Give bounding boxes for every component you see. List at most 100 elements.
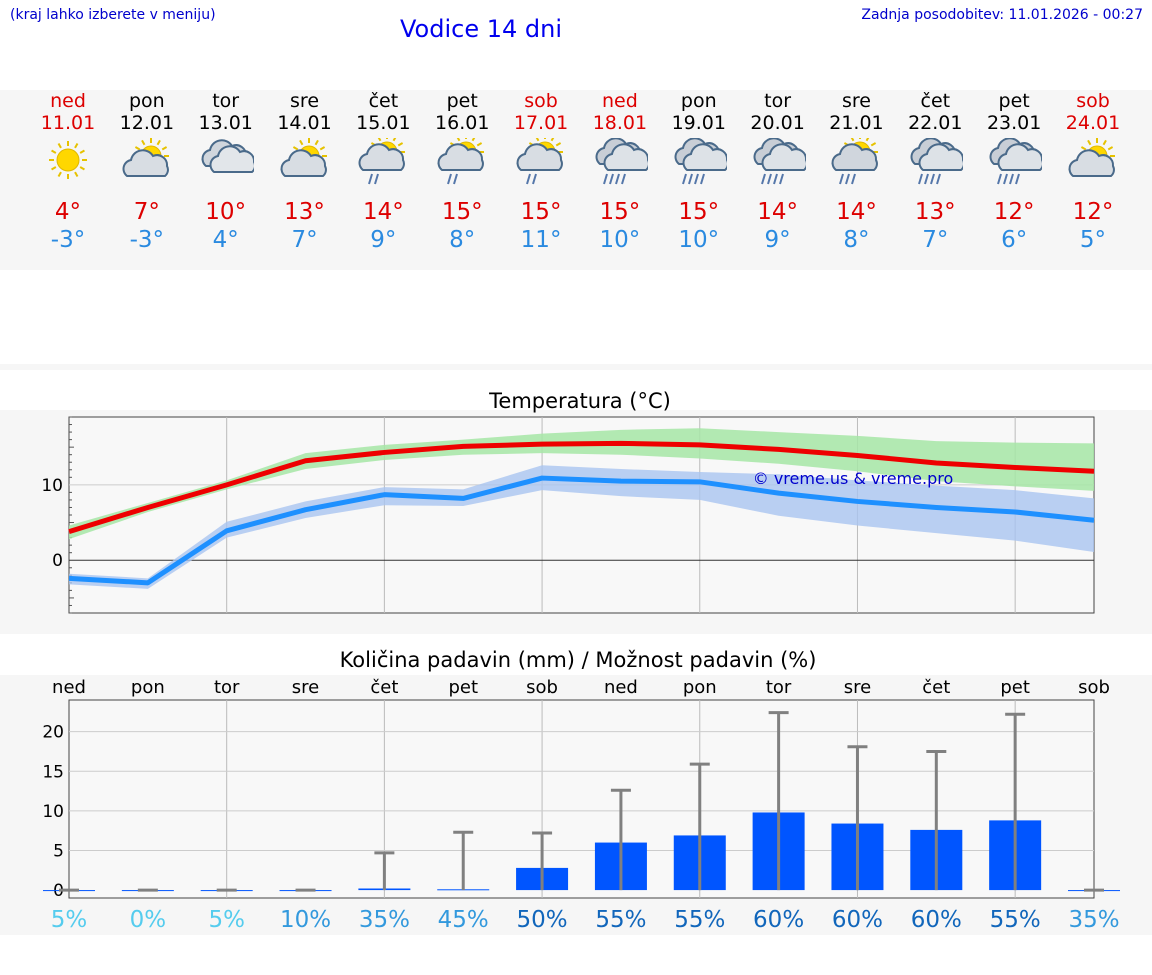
temp-max: 14°	[757, 199, 798, 225]
day-name: čet	[368, 90, 399, 112]
precipitation-probability: 0%	[130, 907, 167, 933]
sun-cloud-light-rain-icon	[434, 134, 490, 192]
temp-max: 12°	[993, 199, 1035, 225]
day-date: 17.01	[513, 112, 569, 134]
page-title: Vodice 14 dni	[400, 15, 563, 43]
cloud-rain-icon	[986, 137, 1045, 192]
temp-min: 7°	[291, 227, 318, 253]
sun-icon	[40, 138, 96, 192]
watermark: © vreme.us & vreme.pro	[753, 469, 954, 488]
x-category-label: sre	[844, 677, 871, 698]
day-date: 24.01	[1065, 112, 1121, 134]
x-category-label: pon	[683, 677, 717, 698]
day-date: 19.01	[671, 112, 726, 134]
x-category-label: čet	[922, 677, 950, 698]
temp-max: 15°	[520, 199, 562, 225]
day-name: čet	[920, 90, 951, 112]
cloud-icon	[198, 138, 256, 192]
cloud-rain-icon	[750, 137, 808, 192]
temp-min: 9°	[370, 227, 397, 253]
precipitation-probability: 5%	[208, 907, 245, 933]
temp-max: 7°	[133, 199, 160, 225]
day-name: pet	[998, 90, 1030, 112]
precipitation-probability: 60%	[753, 907, 804, 933]
x-category-label: pet	[1000, 677, 1030, 698]
x-category-label: čet	[370, 677, 398, 698]
day-name: sre	[841, 90, 871, 112]
x-category-label: sob	[1078, 677, 1110, 698]
temp-max: 15°	[678, 199, 720, 225]
x-category-label: sob	[526, 677, 558, 698]
x-category-label: pon	[131, 677, 165, 698]
cloud-rain-icon	[671, 137, 729, 192]
precipitation-probability: 5%	[51, 907, 88, 933]
temp-max: 4°	[54, 199, 82, 225]
y-tick-label: 0	[52, 551, 63, 571]
temp-max: 10°	[205, 199, 247, 225]
x-category-label: pet	[448, 677, 478, 698]
precipitation-probability: 60%	[832, 907, 883, 933]
precipitation-probability: 10%	[280, 907, 331, 933]
sun-cloud-light-rain-icon	[355, 134, 411, 192]
day-date: 21.01	[829, 112, 884, 134]
temp-max: 14°	[362, 199, 404, 225]
day-name: ned	[50, 90, 86, 112]
temp-min: -3°	[50, 227, 86, 253]
day-name: tor	[764, 90, 792, 112]
temp-max: 12°	[1072, 199, 1114, 225]
section-divider	[0, 364, 1152, 370]
partly-cloudy-icon	[119, 138, 175, 192]
temp-min: 5°	[1079, 227, 1107, 253]
x-category-label: tor	[214, 677, 240, 698]
precipitation-chart-title: Količina padavin (mm) / Možnost padavin …	[340, 648, 817, 672]
temp-max: 13°	[284, 199, 325, 225]
y-tick-label: 5	[53, 841, 64, 861]
cloud-rain-icon	[592, 137, 650, 192]
partly-cloudy-icon	[277, 138, 333, 192]
temp-min: 4°	[212, 227, 239, 253]
precipitation-probability: 35%	[1068, 907, 1119, 933]
day-name: sob	[1076, 90, 1110, 112]
temp-min: -3°	[129, 227, 165, 253]
day-name: ned	[602, 90, 638, 112]
temp-min: 10°	[599, 227, 641, 253]
temp-min: 8°	[843, 227, 870, 253]
precipitation-probability: 55%	[595, 907, 646, 933]
series-line-tmin	[68, 475, 1095, 586]
day-date: 14.01	[277, 112, 332, 134]
day-name: pon	[680, 90, 717, 112]
day-date: 22.01	[908, 112, 963, 134]
precipitation-probability: 45%	[438, 907, 489, 933]
day-date: 20.01	[750, 112, 805, 134]
sun-cloud-rain-icon	[828, 134, 884, 192]
day-date: 12.01	[119, 112, 175, 134]
day-name: pon	[128, 90, 165, 112]
temp-max: 13°	[914, 199, 956, 225]
y-tick-label: 15	[42, 762, 64, 782]
y-tick-label: 20	[42, 723, 64, 743]
forecast-days-band	[0, 90, 1152, 270]
partly-cloudy-icon	[1065, 138, 1121, 192]
temp-max: 15°	[441, 199, 483, 225]
temp-min: 6°	[1001, 227, 1028, 253]
region-hint[interactable]: (kraj lahko izberete v meniju)	[10, 7, 216, 23]
cloud-rain-icon	[907, 137, 966, 192]
temp-min: 9°	[764, 227, 791, 253]
day-date: 13.01	[198, 112, 253, 134]
x-category-label: ned	[52, 677, 86, 698]
day-date: 11.01	[40, 112, 96, 134]
y-tick-label: 10	[42, 802, 64, 822]
temp-min: 10°	[678, 227, 720, 253]
series-line-tmax	[68, 440, 1095, 534]
temp-max: 14°	[836, 199, 877, 225]
last-updated: Zadnja posodobitev: 11.01.2026 - 00:27	[861, 7, 1143, 23]
day-date: 18.01	[592, 112, 648, 134]
temperature-chart-title: Temperatura (°C)	[488, 389, 671, 413]
day-name: pet	[446, 90, 478, 112]
temp-min: 11°	[520, 227, 562, 253]
temp-min: 7°	[922, 227, 949, 253]
precipitation-probability: 50%	[517, 907, 568, 933]
day-name: tor	[212, 90, 240, 112]
precipitation-probability: 60%	[911, 907, 962, 933]
day-date: 16.01	[435, 112, 490, 134]
